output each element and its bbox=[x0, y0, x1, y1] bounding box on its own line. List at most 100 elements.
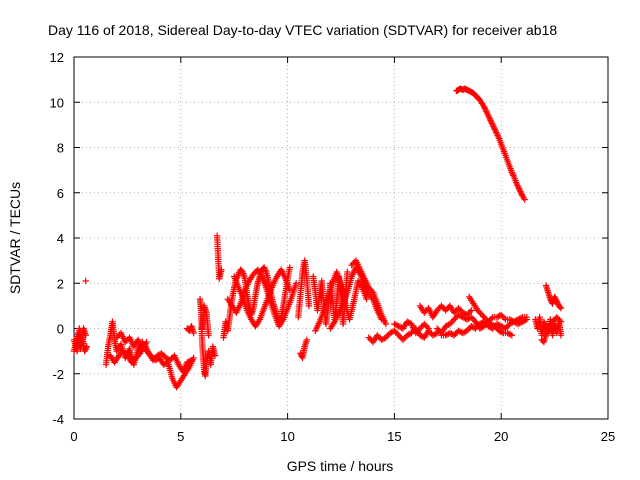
x-tick-label: 10 bbox=[280, 429, 294, 444]
data-point bbox=[522, 317, 529, 324]
data-point bbox=[468, 323, 475, 330]
data-point bbox=[481, 314, 489, 322]
data-point bbox=[159, 351, 167, 359]
data-point bbox=[431, 331, 438, 338]
data-point bbox=[443, 331, 451, 338]
data-point bbox=[506, 320, 513, 328]
data-point bbox=[423, 323, 431, 331]
data-point bbox=[552, 295, 559, 302]
data-point bbox=[250, 271, 257, 278]
data-point bbox=[481, 105, 489, 112]
data-point bbox=[349, 260, 357, 267]
data-point bbox=[129, 357, 137, 365]
data-point bbox=[446, 320, 454, 328]
data-point bbox=[484, 111, 491, 118]
data-point bbox=[421, 320, 428, 328]
data-point bbox=[490, 123, 497, 130]
data-point bbox=[286, 264, 293, 271]
data-point bbox=[455, 311, 462, 319]
data-point bbox=[368, 287, 375, 294]
data-point bbox=[262, 267, 269, 274]
data-point bbox=[478, 311, 486, 319]
data-point bbox=[363, 295, 370, 303]
data-point bbox=[442, 307, 449, 314]
y-tick-label: 2 bbox=[57, 276, 64, 291]
grid bbox=[74, 57, 608, 419]
data-point bbox=[498, 323, 505, 330]
data-point bbox=[184, 359, 191, 366]
data-point bbox=[521, 196, 528, 203]
data-point bbox=[449, 331, 456, 338]
data-point bbox=[365, 334, 372, 341]
data-point bbox=[553, 298, 560, 305]
data-point bbox=[515, 320, 522, 328]
data-point bbox=[404, 318, 411, 325]
data-point bbox=[292, 280, 300, 287]
data-point bbox=[512, 319, 519, 326]
data-point bbox=[303, 336, 311, 344]
data-point bbox=[512, 179, 520, 186]
data-points bbox=[70, 85, 565, 391]
data-point bbox=[487, 320, 494, 328]
data-point bbox=[205, 332, 212, 339]
data-point bbox=[515, 185, 523, 192]
data-point bbox=[556, 303, 564, 311]
data-point bbox=[83, 343, 91, 350]
data-point bbox=[483, 109, 491, 117]
data-point bbox=[496, 312, 503, 319]
data-point bbox=[451, 316, 458, 323]
data-point bbox=[468, 307, 475, 314]
data-point bbox=[544, 323, 552, 330]
data-point bbox=[452, 330, 459, 337]
data-point bbox=[500, 324, 508, 331]
x-axis-label: GPS time / hours bbox=[287, 458, 394, 474]
data-point bbox=[513, 180, 521, 188]
data-point bbox=[348, 261, 355, 269]
data-point bbox=[365, 284, 372, 291]
data-point bbox=[487, 117, 494, 124]
data-point bbox=[484, 317, 491, 325]
data-point bbox=[494, 132, 501, 139]
data-point bbox=[466, 314, 474, 322]
data-point bbox=[82, 332, 89, 339]
data-point bbox=[456, 306, 464, 313]
y-tick-label: -4 bbox=[52, 412, 64, 427]
data-point bbox=[123, 337, 130, 344]
data-point bbox=[557, 304, 565, 312]
data-point bbox=[554, 315, 562, 322]
data-point bbox=[392, 329, 400, 336]
data-point bbox=[344, 268, 351, 276]
data-point bbox=[392, 321, 400, 328]
data-point bbox=[422, 307, 429, 315]
y-tick-label: 0 bbox=[57, 322, 64, 337]
data-point bbox=[480, 103, 488, 110]
data-point bbox=[456, 312, 464, 319]
data-point bbox=[474, 307, 481, 314]
data-point bbox=[508, 332, 516, 339]
data-point bbox=[117, 350, 124, 358]
data-point bbox=[493, 313, 501, 321]
data-point bbox=[493, 130, 501, 138]
data-point bbox=[498, 329, 506, 336]
data-point bbox=[504, 329, 511, 337]
data-point bbox=[426, 329, 434, 336]
data-point bbox=[463, 327, 471, 334]
data-point bbox=[516, 186, 523, 194]
data-point bbox=[305, 302, 313, 310]
data-point bbox=[438, 302, 445, 310]
x-tick-label: 0 bbox=[70, 429, 77, 444]
data-point bbox=[509, 170, 516, 178]
data-point bbox=[188, 356, 195, 364]
data-point bbox=[491, 323, 498, 330]
data-point bbox=[384, 332, 391, 340]
data-point bbox=[497, 328, 504, 335]
data-point bbox=[550, 317, 558, 324]
data-point bbox=[366, 286, 374, 293]
data-point bbox=[374, 332, 381, 339]
data-point bbox=[488, 315, 495, 322]
data-point bbox=[382, 320, 390, 328]
data-point bbox=[448, 319, 455, 326]
data-point bbox=[451, 332, 458, 339]
data-point bbox=[442, 323, 449, 330]
